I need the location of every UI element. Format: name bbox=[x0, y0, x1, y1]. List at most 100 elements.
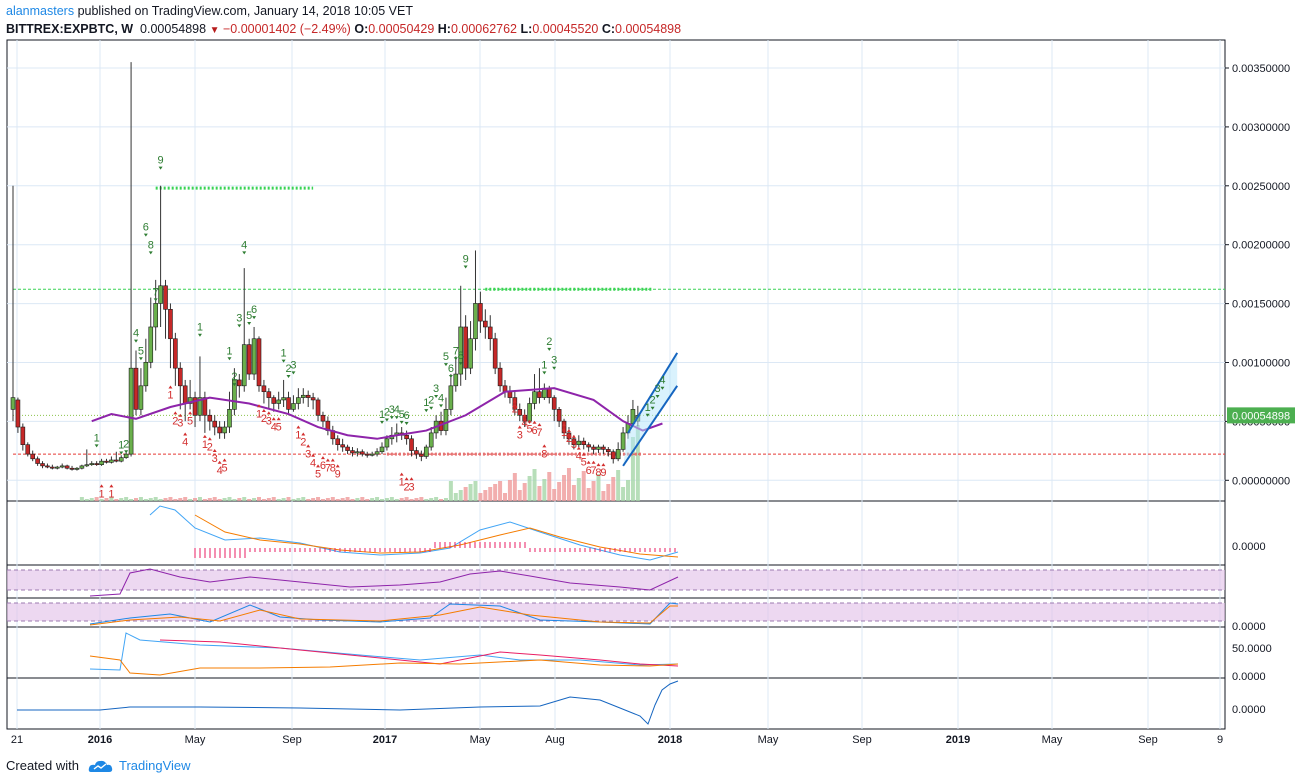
candle bbox=[315, 399, 321, 416]
td-arrow-down-icon bbox=[119, 451, 124, 455]
td-count-down: 2 bbox=[512, 404, 518, 416]
candle bbox=[173, 338, 178, 369]
volume-bar bbox=[183, 497, 188, 501]
td-count-down: 1 bbox=[167, 389, 173, 401]
volume-bar bbox=[335, 499, 340, 501]
price-tick-label: 0.00300000 bbox=[1232, 122, 1290, 134]
candle bbox=[20, 426, 26, 445]
td-count-up: 2 bbox=[546, 336, 552, 348]
td-arrow-down-icon bbox=[429, 406, 434, 410]
candle bbox=[153, 303, 158, 328]
td-count-down: 3 bbox=[408, 481, 414, 493]
td-arrow-down-icon bbox=[404, 422, 409, 426]
td-count-down: 2 bbox=[404, 481, 410, 493]
volume-bar bbox=[134, 498, 138, 501]
candle bbox=[468, 338, 473, 369]
volume-bar bbox=[129, 499, 134, 501]
td-count-up: 2 bbox=[428, 395, 434, 407]
td-arrow-down-icon bbox=[443, 363, 448, 367]
td-arrow-up-icon bbox=[188, 411, 193, 415]
td-arrow-up-icon bbox=[178, 413, 183, 417]
volume-bar bbox=[325, 498, 330, 501]
td-count-up: 2 bbox=[650, 395, 656, 407]
volume-bar bbox=[434, 497, 439, 501]
td-count-down: 2 bbox=[207, 441, 213, 453]
stoch-band bbox=[7, 603, 1225, 621]
candle bbox=[133, 367, 139, 410]
volume-bar bbox=[547, 472, 552, 501]
candle bbox=[478, 303, 483, 322]
candle bbox=[64, 465, 70, 469]
stoch-d-line bbox=[89, 605, 678, 626]
candle bbox=[537, 391, 542, 398]
td-arrow-up-icon bbox=[542, 444, 547, 448]
td-arrow-down-icon bbox=[552, 366, 557, 370]
td-arrow-down-icon bbox=[252, 316, 257, 320]
volume-bar bbox=[212, 497, 217, 501]
candle bbox=[360, 451, 365, 455]
candle bbox=[99, 460, 104, 465]
volume-bar bbox=[360, 497, 365, 501]
volume-bar bbox=[458, 490, 463, 501]
main-pane bbox=[6, 39, 1226, 502]
td-arrow-down-icon bbox=[434, 394, 439, 398]
macd-signal-line bbox=[194, 514, 679, 558]
candle bbox=[251, 338, 257, 375]
td-arrow-up-icon bbox=[301, 432, 306, 436]
td-arrow-up-icon bbox=[586, 460, 591, 464]
rsi-line bbox=[89, 568, 679, 597]
price-tick-label: 0.00200000 bbox=[1232, 240, 1290, 252]
time-axis-label: Aug bbox=[545, 734, 565, 746]
volume-bar bbox=[409, 499, 414, 501]
td-count-down: 5 bbox=[527, 424, 533, 436]
dmi-axis-label: 50.0000 bbox=[1232, 643, 1272, 655]
volume-bar bbox=[296, 498, 301, 501]
td-arrow-up-icon bbox=[109, 484, 114, 488]
volume-bar bbox=[340, 498, 345, 501]
volume-bar bbox=[522, 483, 527, 501]
td-arrow-down-icon bbox=[463, 265, 468, 269]
td-count-up: 9 bbox=[463, 253, 469, 265]
volume-bar bbox=[202, 499, 207, 501]
td-arrow-up-icon bbox=[566, 429, 571, 433]
candle bbox=[556, 409, 562, 422]
td-count-up: 3 bbox=[290, 359, 296, 371]
candle bbox=[310, 397, 316, 401]
candle bbox=[551, 397, 557, 410]
candle bbox=[59, 465, 65, 468]
volume-bar bbox=[119, 498, 124, 501]
candle bbox=[89, 463, 95, 465]
td-arrow-up-icon bbox=[217, 460, 222, 464]
volume-bar bbox=[257, 497, 261, 501]
candle bbox=[483, 320, 488, 328]
price-tick-label: 0.00000000 bbox=[1232, 475, 1290, 487]
author-link[interactable]: alanmasters bbox=[6, 4, 75, 18]
tradingview-link[interactable]: TradingView bbox=[118, 758, 191, 773]
candle bbox=[532, 391, 537, 404]
td-arrow-up-icon bbox=[532, 420, 537, 424]
td-arrow-down-icon bbox=[94, 444, 99, 448]
td-count-down: 7 bbox=[536, 427, 542, 439]
td-arrow-up-icon bbox=[522, 413, 527, 417]
candle bbox=[517, 409, 523, 416]
volume-bar bbox=[571, 485, 576, 501]
volume-bar bbox=[207, 498, 212, 501]
candle bbox=[414, 450, 419, 455]
indicator-pane-dmi bbox=[6, 626, 1226, 679]
symbol-name[interactable]: BITTREX:EXPBTC, W bbox=[6, 22, 134, 36]
volume-bar bbox=[635, 425, 640, 501]
td-arrow-up-icon bbox=[335, 464, 340, 468]
candle bbox=[261, 385, 267, 393]
candle bbox=[355, 451, 360, 454]
volume-bar bbox=[537, 486, 542, 501]
td-arrow-down-icon bbox=[237, 324, 242, 328]
time-axis-label: 2017 bbox=[373, 734, 397, 746]
td-count-up: 5 bbox=[399, 409, 405, 421]
td-arrow-up-icon bbox=[257, 404, 261, 408]
td-count-up: 2 bbox=[231, 371, 237, 383]
volume-bar bbox=[286, 497, 291, 501]
volume-bar bbox=[261, 499, 266, 501]
volume-bar bbox=[89, 498, 94, 501]
time-axis-label: 2016 bbox=[88, 734, 112, 746]
